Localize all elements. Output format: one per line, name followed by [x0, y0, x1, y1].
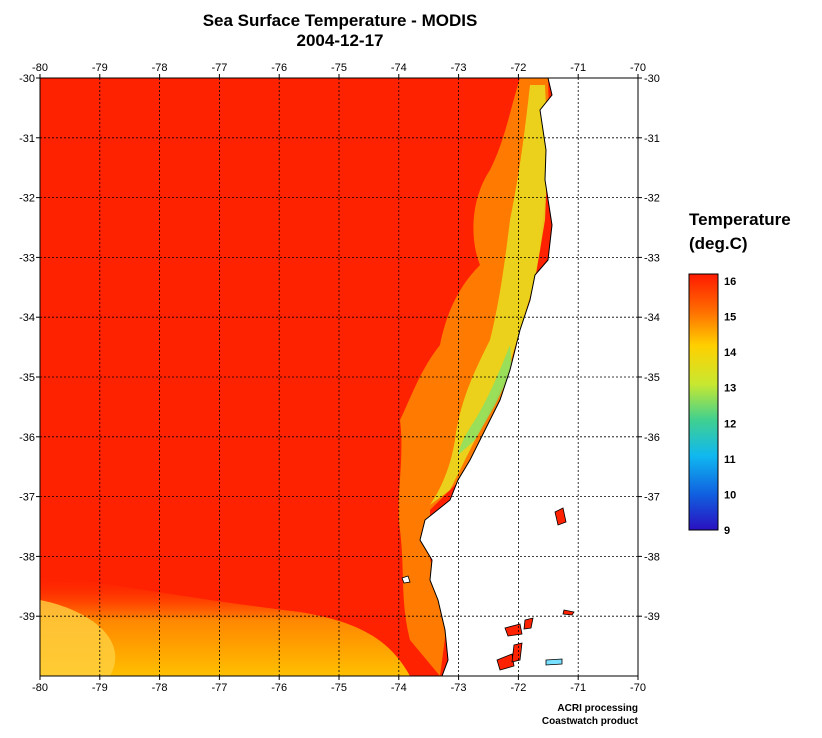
lat-label-right: -32: [644, 193, 660, 205]
legend-colorbar: [688, 273, 719, 531]
lon-label-bottom: -78: [152, 682, 168, 694]
legend-tick-label: 11: [724, 454, 736, 466]
lon-label-bottom: -80: [32, 682, 48, 694]
lon-label-top: -73: [451, 62, 467, 74]
lon-label-bottom: -76: [271, 682, 287, 694]
lat-label-right: -30: [644, 73, 660, 85]
southern-cool-patch: [40, 600, 116, 676]
lat-label-right: -35: [644, 372, 660, 384]
lon-label-top: -76: [271, 62, 287, 74]
map-grid: [36, 74, 642, 680]
legend-units: (deg.C): [689, 234, 748, 253]
coastal-coldest-patch: [458, 345, 512, 455]
lon-label-bottom: -70: [630, 682, 646, 694]
footer-product: Coastwatch product: [541, 716, 638, 727]
lon-label-top: -75: [331, 62, 347, 74]
lon-label-bottom: -77: [211, 682, 227, 694]
lon-label-top: -77: [211, 62, 227, 74]
map-date: 2004-12-17: [296, 31, 384, 50]
legend-tick-label: 15: [724, 312, 736, 324]
legend-tick-label: 16: [724, 276, 736, 288]
islands: [401, 507, 575, 671]
legend-tick-label: 13: [724, 383, 736, 395]
lon-label-bottom: -74: [391, 682, 407, 694]
legend-title: Temperature: [689, 210, 791, 229]
lat-label-right: -39: [644, 611, 660, 623]
lon-label-top: -70: [630, 62, 646, 74]
footer-processing: ACRI processing: [557, 703, 638, 714]
legend-tick-label: 10: [724, 489, 736, 501]
lat-label-left: -32: [19, 193, 35, 205]
lon-label-top: -71: [570, 62, 586, 74]
lat-label-left: -36: [19, 432, 35, 444]
lon-label-top: -79: [92, 62, 108, 74]
southern-cool-band: [40, 575, 410, 676]
lat-label-right: -38: [644, 551, 660, 563]
lat-label-right: -31: [644, 133, 660, 145]
legend-tick-label: 9: [724, 525, 730, 537]
lat-label-left: -35: [19, 372, 35, 384]
map-title: Sea Surface Temperature - MODIS: [202, 11, 478, 30]
lat-label-left: -31: [19, 133, 35, 145]
map-frame: [39, 77, 639, 677]
lat-label-right: -36: [644, 432, 660, 444]
legend-tick-label: 12: [724, 418, 736, 430]
lat-label-left: -30: [19, 73, 35, 85]
lat-label-left: -39: [19, 611, 35, 623]
lon-label-bottom: -72: [510, 682, 526, 694]
lat-label-right: -34: [644, 312, 660, 324]
legend-tick-label: 14: [724, 347, 737, 359]
lat-label-left: -33: [19, 252, 35, 264]
lat-label-right: -37: [644, 492, 660, 504]
lon-label-bottom: -75: [331, 682, 347, 694]
lon-label-top: -72: [510, 62, 526, 74]
lon-label-bottom: -73: [451, 682, 467, 694]
lat-label-left: -34: [19, 312, 35, 324]
lat-label-right: -33: [644, 252, 660, 264]
lat-label-left: -38: [19, 551, 35, 563]
lon-label-bottom: -71: [570, 682, 586, 694]
lon-label-bottom: -79: [92, 682, 108, 694]
lon-label-top: -78: [152, 62, 168, 74]
lon-label-top: -74: [391, 62, 407, 74]
lat-label-left: -37: [19, 492, 35, 504]
lon-label-top: -80: [32, 62, 48, 74]
